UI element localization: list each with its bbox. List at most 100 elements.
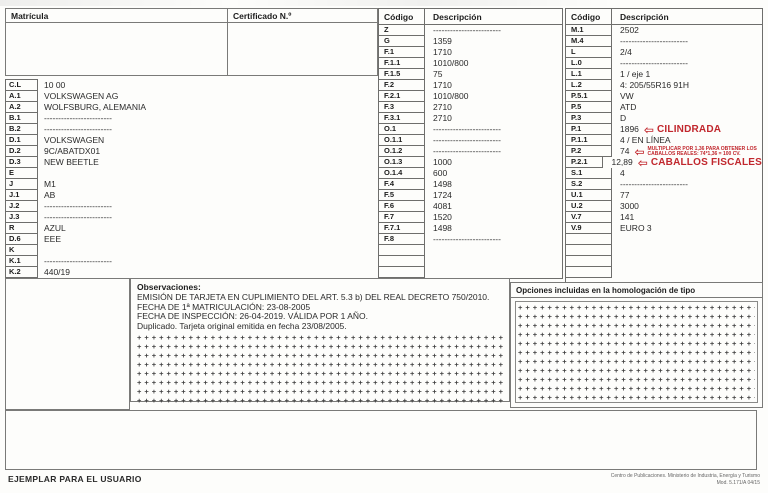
field-value: VW (612, 91, 762, 102)
field-value: 12,89 ⇦ CABALLOS FISCALES (603, 155, 762, 170)
observaciones-box: Observaciones: EMISIÓN DE TARJETA EN CUP… (130, 278, 510, 405)
field-value: ------------------------ (612, 58, 762, 69)
table-row: F.2 1710 (379, 80, 562, 91)
field-value: 75 (425, 69, 562, 80)
filler-row: ++++++++++++++++++++++++++++++++++++++++… (518, 339, 755, 348)
matricula-label: Matrícula (6, 9, 227, 23)
field-code: P.5.1 (566, 91, 612, 102)
annotation-smallprint: MULTIPLICAR POR 1,36 PARA OBTENER LOS CAB… (647, 145, 757, 157)
table-body: Z ------------------------ G 1359 F.1 1710 F.1… (379, 25, 562, 278)
table-row: F.1 1710 (379, 47, 562, 58)
filler-row: ++++++++++++++++++++++++++++++++++++++++… (518, 330, 755, 339)
table-row: D.1 VOLKSWAGEN (5, 134, 375, 146)
filler-row: ++++++++++++++++++++++++++++++++++++++++… (518, 321, 755, 330)
table-row: R AZUL (5, 222, 375, 234)
field-code: P.5 (566, 102, 612, 113)
scan-artifact (0, 0, 768, 6)
codes-table-dimensions: Código Descripción Z --------------------… (378, 8, 563, 279)
filler-row: ++++++++++++++++++++++++++++++++++++++++… (518, 357, 755, 366)
codes-table-engine: Código Descripción M.1 2502 M.4 -----------… (565, 8, 763, 283)
field-value-text: 2710 (433, 102, 452, 112)
table-row (379, 256, 562, 267)
observaciones-lines: EMISIÓN DE TARJETA EN CUPLIMIENTO DEL AR… (131, 292, 509, 331)
field-value-text: D (620, 113, 627, 123)
table-row: O.1 ------------------------ (379, 124, 562, 135)
filler-row: ++++++++++++++++++++++++++++++++++++++++… (518, 348, 755, 357)
certificado-label: Certificado N.º (228, 9, 377, 23)
table-row (566, 245, 762, 256)
field-value-text: 1498 (433, 223, 452, 233)
filler-row: ++++++++++++++++++++++++++++++++++++++++… (137, 360, 505, 369)
table-row: O.1.4 600 (379, 168, 562, 179)
table-row: J M1 (5, 178, 375, 190)
field-value-text: 4081 (433, 201, 452, 211)
table-row: P.5.1 VW (566, 91, 762, 102)
field-code (566, 245, 612, 256)
opciones-title: Opciones incluidas en la homologación de… (511, 283, 762, 298)
table-row: F.1.5 75 (379, 69, 562, 80)
table-row: L.0 ------------------------ (566, 58, 762, 69)
table-row: P.3 D (566, 113, 762, 124)
field-value-text: 4 (620, 168, 625, 178)
table-row: D.3 NEW BEETLE (5, 156, 375, 168)
filler-row: ++++++++++++++++++++++++++++++++++++++++… (518, 375, 755, 384)
field-value: 2502 (612, 25, 762, 36)
field-value-text: 2710 (433, 113, 452, 123)
table-row: B.2 ------------------------ (5, 123, 375, 135)
table-row: K (5, 244, 375, 256)
field-value: 1 / eje 1 (612, 69, 762, 80)
field-code: F.5 (379, 190, 425, 201)
filler-row: ++++++++++++++++++++++++++++++++++++++++… (518, 312, 755, 321)
field-value: ------------------------ (612, 179, 762, 190)
field-value: 77 (612, 190, 762, 201)
field-value: 1000 (425, 157, 562, 168)
table-row: O.1.1 ------------------------ (379, 135, 562, 146)
field-value (425, 245, 562, 256)
field-value: 1896 ⇦ CILINDRADA (612, 124, 762, 136)
field-code: F.3 (379, 102, 425, 113)
field-value-text: ------------------------ (433, 135, 501, 145)
table-row: P.1 1896 ⇦ CILINDRADA (566, 124, 762, 136)
table-row: S.2 ------------------------ (566, 179, 762, 190)
field-code (566, 256, 612, 267)
field-code (379, 256, 425, 267)
filler-row: ++++++++++++++++++++++++++++++++++++++++… (137, 378, 505, 387)
field-value-text: 4 / EN LÍNEA (620, 135, 671, 145)
field-value: 1010/800 (425, 58, 562, 69)
table-row: F.1.1 1010/800 (379, 58, 562, 69)
field-value: 2710 (425, 113, 562, 124)
field-value: M1 (44, 179, 56, 189)
field-code: F.6 (379, 201, 425, 212)
field-value-text: ATD (620, 102, 637, 112)
field-value (612, 245, 762, 256)
field-code: F.3.1 (379, 113, 425, 124)
field-value: ------------------------ (425, 146, 562, 157)
table-row: O.1.2 ------------------------ (379, 146, 562, 157)
table-row (566, 234, 762, 245)
field-value-text: 1359 (433, 36, 452, 46)
field-value: ------------------------ (612, 36, 762, 47)
opciones-filler: +++++++++++++++++++++++++++++++++ +++++++… (515, 301, 758, 403)
field-code: V.7 (566, 212, 612, 223)
publisher-fineprint: Centro de Publicaciones. Ministerio de I… (611, 473, 760, 486)
field-value-text: EURO 3 (620, 223, 652, 233)
table-row: J.3 ------------------------ (5, 211, 375, 223)
table-row: F.6 4081 (379, 201, 562, 212)
table-row: L.1 1 / eje 1 (566, 69, 762, 80)
field-value: 3000 (612, 201, 762, 212)
filler-row: ++++++++++++++++++++++++++++++++++++++++… (137, 396, 505, 405)
table-body: M.1 2502 M.4 ------------------------ L 2/4 L.… (566, 25, 762, 278)
field-value (612, 256, 762, 267)
field-value-text: 1896 (620, 124, 639, 134)
field-code: M.4 (566, 36, 612, 47)
field-value: ------------------------ (44, 201, 112, 211)
red-arrow-icon: ⇦ (637, 155, 648, 170)
copy-for-user-label: EJEMPLAR PARA EL USUARIO (8, 474, 142, 484)
field-value-text: 1 / eje 1 (620, 69, 651, 79)
field-value: EEE (44, 234, 62, 244)
annotation-label: CILINDRADA (656, 124, 722, 135)
field-code (379, 245, 425, 256)
field-code: O.1.3 (379, 157, 425, 168)
field-value-text: ------------------------ (620, 179, 688, 189)
